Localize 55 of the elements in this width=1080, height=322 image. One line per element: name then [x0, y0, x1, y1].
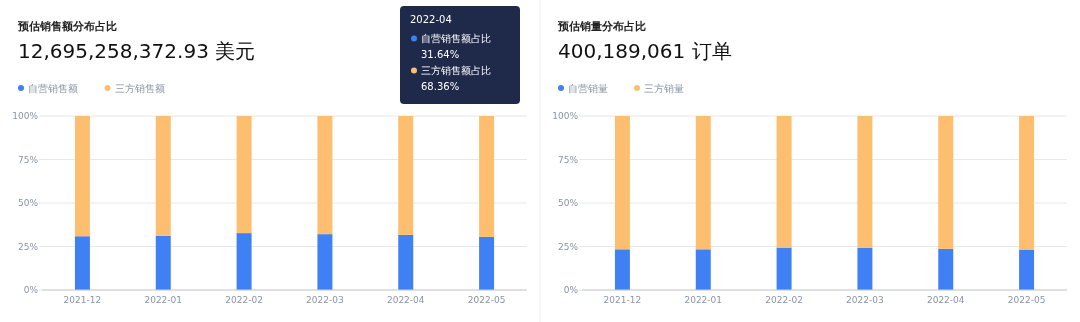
bar	[479, 236, 495, 290]
x-tick-label: 2022-02	[765, 295, 803, 305]
bar	[74, 116, 90, 237]
bar	[155, 235, 171, 290]
bar	[236, 116, 252, 234]
legend-label: 三方销量	[644, 82, 684, 94]
bar	[857, 247, 873, 290]
y-tick-label: 100%	[12, 111, 39, 121]
bar	[776, 116, 792, 248]
legend-label: 自营销售额	[28, 82, 78, 94]
bar	[614, 116, 630, 250]
bar	[938, 248, 954, 290]
tooltip: 2022-04 自营销售额占比 31.64% 三方销售额占比 68.36%	[400, 6, 520, 104]
x-tick-label: 2022-01	[684, 295, 723, 305]
x-tick-label: 2022-01	[144, 295, 183, 305]
x-tick-label: 2022-02	[225, 295, 263, 305]
bar	[857, 116, 873, 248]
y-tick-label: 75%	[557, 154, 579, 165]
bar	[479, 116, 495, 237]
x-tick-label: 2022-04	[926, 295, 965, 305]
x-tick-label: 2022-03	[306, 295, 344, 305]
bar	[938, 116, 954, 249]
y-tick-label: 100%	[552, 111, 579, 121]
bar	[398, 116, 414, 235]
x-tick-label: 2022-05	[1007, 295, 1046, 305]
y-tick-label: 25%	[17, 241, 39, 252]
bar	[317, 234, 333, 290]
chart-subtitle: 12,695,258,372.93 美元	[18, 39, 256, 63]
y-tick-label: 50%	[17, 198, 39, 208]
bar	[695, 249, 711, 290]
y-tick-label: 0%	[23, 285, 39, 295]
chart-title: 预估销售额分布占比	[17, 20, 117, 33]
bar	[155, 116, 171, 236]
bar	[317, 116, 333, 235]
legend-label: 自营销量	[568, 82, 608, 94]
x-tick-label: 2021-12	[603, 295, 642, 305]
legend-label: 三方销售额	[114, 82, 165, 94]
bar	[236, 233, 252, 290]
chart-subtitle: 400,189,061 订单	[558, 39, 732, 63]
x-tick-label: 2022-03	[846, 295, 884, 305]
bar	[74, 236, 90, 290]
bar	[614, 249, 630, 290]
y-tick-label: 25%	[557, 241, 579, 252]
y-tick-label: 75%	[17, 154, 39, 165]
bar	[1019, 249, 1035, 290]
bar	[1019, 116, 1035, 250]
x-tick-label: 2022-05	[467, 295, 506, 305]
x-tick-label: 2022-04	[386, 295, 425, 305]
y-tick-label: 50%	[557, 198, 579, 208]
x-tick-label: 2021-12	[63, 295, 102, 305]
chart-title: 预估销量分布占比	[557, 20, 646, 33]
bar	[398, 234, 414, 290]
bar	[695, 116, 711, 250]
bar	[776, 247, 792, 290]
y-tick-label: 0%	[563, 285, 579, 295]
